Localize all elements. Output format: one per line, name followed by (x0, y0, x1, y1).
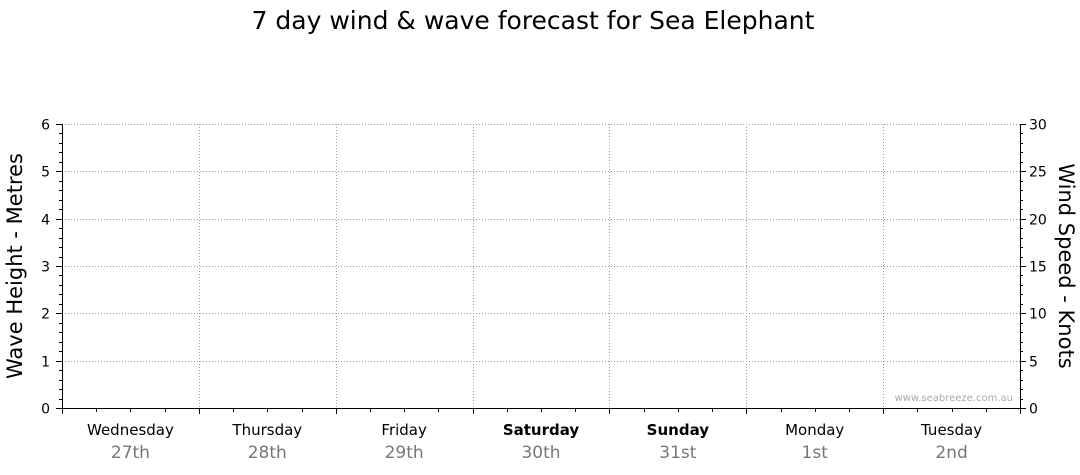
day-name-label: Monday (785, 421, 844, 439)
day-date-label: 30th (521, 443, 560, 463)
day-date-label: 28th (248, 443, 287, 463)
day-date-label: 1st (802, 443, 829, 463)
right-tick-label: 0 (1029, 402, 1038, 418)
left-axis-ticks: 0 1 2 3 4 5 6 (41, 118, 62, 418)
right-axis-title: Wind Speed - Knots (1054, 163, 1078, 368)
chart-title: 7 day wind & wave forecast for Sea Eleph… (252, 6, 815, 35)
day-date-label: 29th (385, 443, 424, 463)
left-tick-label: 0 (41, 402, 50, 418)
day-labels: Wednesday 27th Thursday 28th Friday 29th Satur… (87, 421, 982, 463)
left-axis-title: Wave Height - Metres (3, 153, 27, 379)
left-tick-label: 4 (41, 213, 50, 229)
right-tick-label: 15 (1029, 260, 1047, 276)
grid-lines (62, 124, 1020, 408)
right-axis-ticks: 0 5 10 15 20 25 30 (1020, 118, 1047, 418)
day-name-label: Wednesday (87, 421, 174, 439)
day-name-label: Tuesday (920, 421, 982, 439)
day-date-label: 31st (659, 443, 696, 463)
left-tick-label: 6 (41, 118, 50, 134)
day-date-label: 27th (111, 443, 150, 463)
left-tick-label: 2 (41, 307, 50, 323)
day-name-label: Saturday (503, 421, 580, 439)
day-date-label: 2nd (935, 443, 967, 463)
day-name-label: Thursday (231, 421, 302, 439)
right-tick-label: 30 (1029, 118, 1047, 134)
right-tick-label: 10 (1029, 307, 1047, 323)
right-tick-label: 20 (1029, 213, 1047, 229)
left-tick-label: 1 (41, 355, 50, 371)
left-tick-label: 5 (41, 165, 50, 181)
day-name-label: Friday (381, 421, 427, 439)
day-name-label: Sunday (647, 421, 710, 439)
watermark: www.seabreeze.com.au (895, 393, 1013, 404)
axes (62, 124, 1021, 409)
x-axis-ticks (62, 408, 1021, 414)
left-tick-label: 3 (41, 260, 50, 276)
right-tick-label: 25 (1029, 165, 1047, 181)
right-tick-label: 5 (1029, 355, 1038, 371)
